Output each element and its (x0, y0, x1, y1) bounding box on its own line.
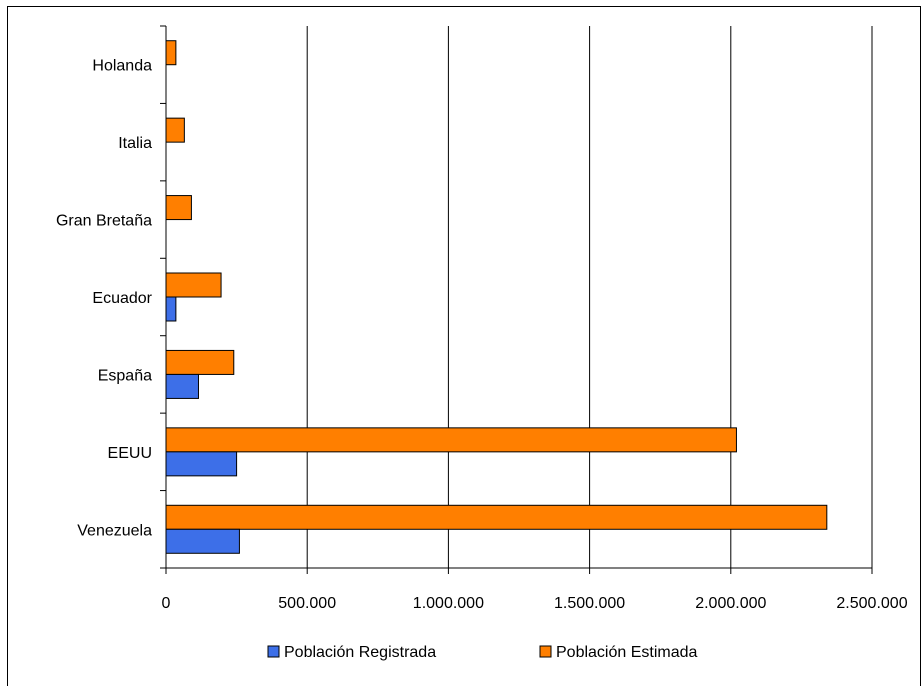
category-label-1: EEUU (108, 445, 152, 462)
category-label-5: Italia (118, 135, 152, 152)
category-label-2: España (98, 367, 152, 384)
legend-label-0: Población Registrada (284, 644, 436, 661)
category-labels: Venezuela EEUU España Ecuador Gran Bretaña It… (56, 58, 153, 540)
x-tick-labels: 0 500.000 1.000.000 1.500.000 2.000.000 2.500… (162, 595, 908, 612)
bar-registrada-2 (165, 373, 199, 399)
legend-swatch-1 (539, 645, 552, 658)
x-tick-label: 0 (162, 595, 171, 612)
bar-estimada-5 (165, 117, 185, 143)
axes (160, 25, 873, 574)
x-tick-label: 500.000 (278, 595, 336, 612)
bar-estimada-4 (165, 195, 192, 221)
category-label-4: Gran Bretaña (56, 213, 152, 230)
category-label-0: Venezuela (77, 522, 152, 539)
category-label-3: Ecuador (92, 290, 152, 307)
bar-registrada-1 (165, 451, 238, 477)
chart-frame (7, 6, 921, 686)
bar-registrada-0 (165, 528, 240, 554)
x-tick-label: 1.000.000 (413, 595, 484, 612)
category-label-6: Holanda (92, 58, 152, 75)
x-tick-label: 1.500.000 (554, 595, 625, 612)
bar-estimada-2 (165, 349, 235, 375)
bars (165, 40, 828, 554)
legend-swatch-0 (267, 645, 280, 658)
legend-label-1: Población Estimada (556, 644, 698, 661)
bar-estimada-3 (165, 272, 222, 298)
bar-estimada-6 (165, 40, 177, 66)
bar-estimada-1 (165, 427, 737, 453)
grid-lines (306, 26, 873, 568)
x-tick-label: 2.000.000 (695, 595, 766, 612)
bar-registrada-3 (165, 296, 177, 322)
legend: Población Registrada Población Estimada (267, 644, 698, 661)
x-tick-label: 2.500.000 (836, 595, 907, 612)
bar-estimada-0 (165, 504, 828, 530)
